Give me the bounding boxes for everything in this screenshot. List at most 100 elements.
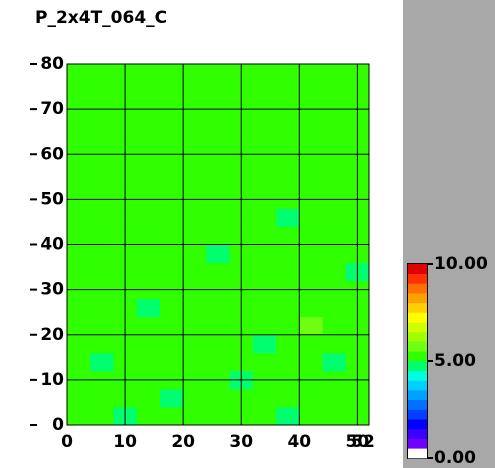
heat-cell — [322, 118, 347, 137]
heat-cell — [90, 262, 114, 282]
heat-cell — [90, 334, 114, 354]
heat-cell — [276, 82, 300, 101]
heat-cell — [159, 64, 184, 83]
heat-cell — [276, 154, 300, 173]
heat-cell — [206, 172, 231, 191]
heat-cell — [159, 262, 184, 282]
colorbar-step — [408, 399, 427, 410]
heat-cell — [252, 208, 277, 227]
heat-cell — [67, 334, 91, 354]
heat-cell — [90, 64, 114, 83]
heat-cell — [299, 172, 324, 191]
heat-cell — [252, 244, 277, 264]
heat-cell — [276, 352, 300, 372]
heat-cell — [90, 172, 114, 191]
heat-cell — [183, 262, 207, 282]
heat-cell — [90, 136, 114, 155]
colorbar-tick-label: 5.00 — [434, 351, 476, 371]
heat-cell — [276, 316, 300, 336]
heat-cell — [136, 334, 161, 354]
heat-cell — [299, 262, 324, 282]
heat-cell — [299, 316, 324, 336]
heat-cell — [159, 172, 184, 191]
x-tick-label: 30 — [229, 432, 253, 452]
colorbar-step — [408, 322, 427, 333]
heat-cell — [67, 172, 91, 191]
heat-cell — [67, 64, 91, 83]
heat-cell — [322, 208, 347, 227]
heat-cell — [322, 262, 347, 282]
heat-cell — [67, 388, 91, 408]
heat-cell — [67, 316, 91, 336]
heat-cell — [183, 352, 207, 372]
heat-cell — [206, 352, 231, 372]
heat-cell — [90, 244, 114, 264]
colorbar-step — [408, 419, 427, 430]
chart-title: P_2x4T_064_C — [35, 8, 167, 28]
heat-cell — [299, 136, 324, 155]
heat-cell — [136, 262, 161, 282]
heat-cell — [252, 118, 277, 137]
heat-cell — [183, 136, 207, 155]
heat-cell — [183, 82, 207, 101]
heat-cell — [183, 226, 207, 245]
y-tick-label: 10 — [40, 370, 64, 390]
heat-cell — [159, 136, 184, 155]
y-tick-label: 40 — [40, 235, 64, 255]
heat-cell — [183, 118, 207, 137]
heat-cell — [67, 208, 91, 227]
heat-cell — [206, 298, 231, 318]
plot-frame — [66, 63, 370, 426]
heat-cell — [322, 406, 347, 426]
heat-cell — [159, 352, 184, 372]
x-tick-label: 20 — [171, 432, 195, 452]
heat-cell — [299, 64, 324, 83]
heat-cell — [322, 298, 347, 318]
heat-cell — [322, 172, 347, 191]
colorbar-step — [408, 361, 427, 371]
heat-cell — [322, 334, 347, 354]
heat-cell — [322, 244, 347, 264]
heat-cell — [136, 136, 161, 155]
heat-cell — [136, 406, 161, 426]
heat-cell — [67, 226, 91, 245]
y-tick-label: 70 — [40, 99, 64, 119]
heat-cell — [159, 406, 184, 426]
heat-cell — [276, 244, 300, 264]
heat-cell — [276, 208, 300, 227]
heat-cell — [252, 172, 277, 191]
x-tick-label: 50 — [346, 432, 370, 452]
heat-cell — [67, 244, 91, 264]
colorbar-step — [408, 302, 427, 313]
heat-cell — [206, 334, 231, 354]
heat-cell — [67, 118, 91, 137]
heat-cell — [206, 262, 231, 282]
heat-cell — [90, 118, 114, 137]
y-tick-label: 0 — [52, 415, 64, 435]
heat-cell — [252, 388, 277, 408]
heat-cell — [206, 154, 231, 173]
heat-cell — [299, 244, 324, 264]
heat-cell — [183, 154, 207, 173]
heat-cell — [322, 136, 347, 155]
y-tick-label: 50 — [40, 189, 64, 209]
heat-cell — [67, 136, 91, 155]
heat-cell — [206, 316, 231, 336]
heat-cell — [136, 226, 161, 245]
heat-cell — [206, 64, 231, 83]
heat-cell — [183, 208, 207, 227]
colorbar-step — [408, 273, 427, 284]
heat-cell — [252, 334, 277, 354]
x-tick-label: 10 — [113, 432, 137, 452]
heat-cell — [299, 82, 324, 101]
heat-cell — [276, 298, 300, 318]
heat-cell — [206, 82, 231, 101]
heat-cell — [90, 316, 114, 336]
heat-cell — [206, 226, 231, 245]
heat-cell — [276, 118, 300, 137]
heat-cell — [183, 244, 207, 264]
colorbar-step — [408, 428, 427, 439]
heat-cell — [159, 316, 184, 336]
heat-cell — [67, 406, 91, 426]
